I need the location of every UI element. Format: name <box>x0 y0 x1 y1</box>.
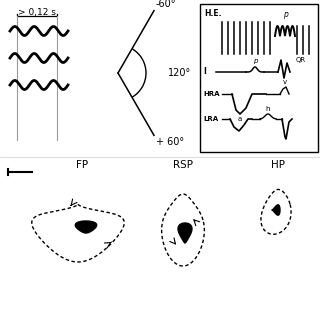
Text: 120°: 120° <box>168 68 191 78</box>
Text: h: h <box>266 106 270 112</box>
Text: -60°: -60° <box>156 0 177 9</box>
Text: QR: QR <box>296 57 306 63</box>
Text: FP: FP <box>76 160 88 170</box>
Text: p: p <box>253 58 257 64</box>
Text: HRA: HRA <box>203 91 220 97</box>
Polygon shape <box>75 221 97 233</box>
Polygon shape <box>272 205 280 215</box>
Polygon shape <box>178 223 192 243</box>
Text: v: v <box>283 79 287 85</box>
Bar <box>200 4 318 152</box>
Text: > 0,12 s: > 0,12 s <box>18 8 56 17</box>
Text: H.E.: H.E. <box>204 9 221 18</box>
Text: a: a <box>238 116 242 122</box>
Text: p: p <box>283 10 287 19</box>
Text: I: I <box>203 68 206 76</box>
Text: RSP: RSP <box>173 160 193 170</box>
Text: LRA: LRA <box>203 116 218 122</box>
Text: + 60°: + 60° <box>156 137 184 147</box>
Text: HP: HP <box>271 160 285 170</box>
